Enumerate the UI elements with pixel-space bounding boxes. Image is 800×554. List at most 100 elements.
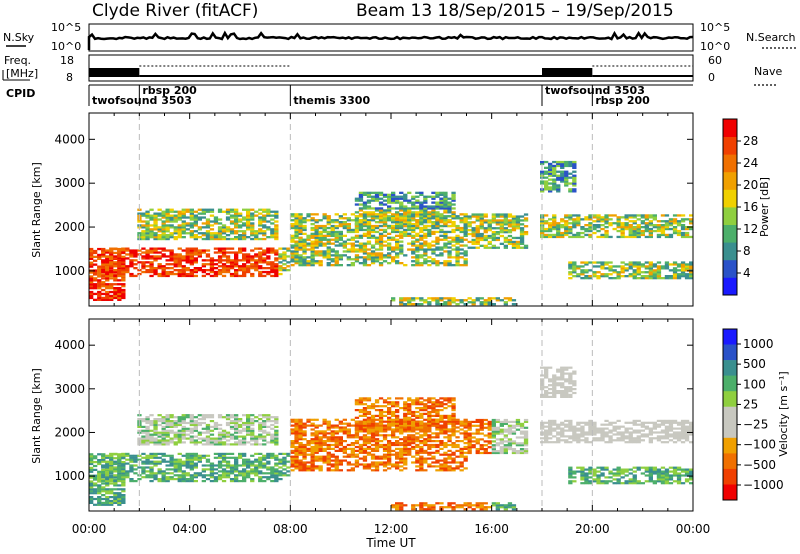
power-cell bbox=[109, 253, 114, 256]
power-cell bbox=[411, 223, 416, 226]
power-cell bbox=[556, 229, 561, 233]
power-cell bbox=[274, 212, 279, 215]
power-cell bbox=[415, 223, 420, 226]
power-cell bbox=[242, 253, 247, 256]
power-cell bbox=[358, 209, 364, 212]
power-cell bbox=[173, 269, 178, 272]
velocity-cell bbox=[209, 416, 215, 419]
power-cell bbox=[153, 255, 158, 258]
power-cell bbox=[225, 265, 231, 268]
velocity-cell bbox=[242, 478, 247, 481]
velocity-cell bbox=[346, 461, 351, 464]
power-cell bbox=[189, 216, 194, 219]
power-cell bbox=[660, 265, 666, 268]
velocity-cell bbox=[370, 424, 376, 427]
power-cell bbox=[382, 195, 388, 198]
velocity-cell bbox=[366, 416, 372, 419]
velocity-cell bbox=[234, 418, 239, 421]
velocity-cell bbox=[221, 472, 227, 475]
velocity-cell bbox=[294, 451, 299, 454]
power-cell bbox=[358, 213, 364, 216]
velocity-cell bbox=[141, 468, 146, 471]
velocity-cell bbox=[197, 414, 202, 417]
velocity-cell bbox=[322, 434, 327, 437]
power-cell bbox=[149, 261, 154, 264]
velocity-cell bbox=[435, 405, 440, 408]
velocity-cell bbox=[141, 418, 146, 421]
velocity-cell bbox=[270, 437, 275, 440]
velocity-cell bbox=[415, 426, 420, 429]
power-cell bbox=[431, 230, 436, 234]
power-cell bbox=[600, 265, 605, 268]
power-cell bbox=[205, 236, 211, 239]
velocity-cell bbox=[342, 445, 347, 449]
power-cell bbox=[354, 199, 360, 202]
power-cell bbox=[660, 214, 666, 217]
velocity-cell bbox=[125, 472, 130, 475]
power-cell bbox=[97, 269, 102, 272]
power-cell bbox=[326, 223, 331, 226]
power-cell bbox=[121, 249, 126, 253]
velocity-cell bbox=[89, 496, 94, 499]
power-cell bbox=[588, 214, 593, 217]
power-cell bbox=[242, 274, 247, 278]
power-cell bbox=[322, 230, 327, 234]
velocity-cell bbox=[330, 430, 335, 433]
velocity-cell bbox=[153, 418, 158, 421]
velocity-cell bbox=[225, 443, 231, 446]
power-cell bbox=[572, 182, 577, 185]
power-cell bbox=[89, 251, 94, 255]
power-cell bbox=[125, 267, 130, 270]
power-cell bbox=[89, 253, 94, 257]
power-cell bbox=[548, 178, 553, 181]
velocity-cell bbox=[177, 460, 182, 463]
power-cell bbox=[350, 213, 355, 216]
velocity-cell bbox=[415, 410, 420, 414]
power-cell bbox=[411, 252, 416, 255]
velocity-cell bbox=[250, 454, 255, 457]
velocity-cell bbox=[262, 420, 267, 423]
velocity-cell bbox=[181, 437, 186, 440]
power-cell bbox=[689, 271, 694, 274]
power-colorbar-swatch bbox=[723, 136, 737, 155]
power-cell bbox=[121, 296, 126, 300]
velocity-cell bbox=[165, 476, 170, 479]
power-cell bbox=[213, 267, 219, 270]
power-cell bbox=[644, 265, 649, 268]
power-cell bbox=[109, 287, 114, 290]
power-cell bbox=[511, 227, 517, 230]
power-cell bbox=[419, 226, 424, 230]
velocity-cell bbox=[169, 478, 174, 481]
power-cell bbox=[443, 199, 448, 202]
power-cell bbox=[302, 217, 307, 220]
power-cell bbox=[435, 297, 440, 300]
velocity-cell bbox=[395, 403, 400, 406]
velocity-cell bbox=[415, 397, 420, 400]
velocity-cell bbox=[378, 440, 384, 443]
power-cell bbox=[378, 217, 384, 220]
velocity-cell bbox=[113, 488, 118, 491]
power-cell bbox=[274, 220, 279, 223]
power-cell bbox=[290, 250, 295, 253]
power-cell bbox=[334, 213, 339, 216]
velocity-cell bbox=[153, 456, 158, 459]
velocity-cell bbox=[89, 488, 94, 491]
power-cell bbox=[439, 262, 444, 265]
velocity-cell bbox=[387, 449, 392, 452]
power-cell bbox=[149, 234, 154, 237]
velocity-cell bbox=[362, 424, 368, 427]
velocity-cell bbox=[419, 420, 424, 423]
velocity-cell bbox=[97, 462, 102, 466]
velocity-cell bbox=[294, 428, 299, 431]
power-cell bbox=[117, 296, 122, 300]
velocity-cell bbox=[350, 451, 355, 454]
power-cell bbox=[648, 227, 653, 231]
power-cell bbox=[274, 265, 279, 268]
power-cell bbox=[370, 207, 376, 210]
power-cell bbox=[640, 271, 645, 274]
power-cell bbox=[483, 244, 488, 247]
power-cell bbox=[451, 297, 456, 300]
power-cell bbox=[403, 234, 408, 237]
velocity-cell bbox=[105, 460, 110, 463]
power-cell bbox=[640, 216, 645, 219]
